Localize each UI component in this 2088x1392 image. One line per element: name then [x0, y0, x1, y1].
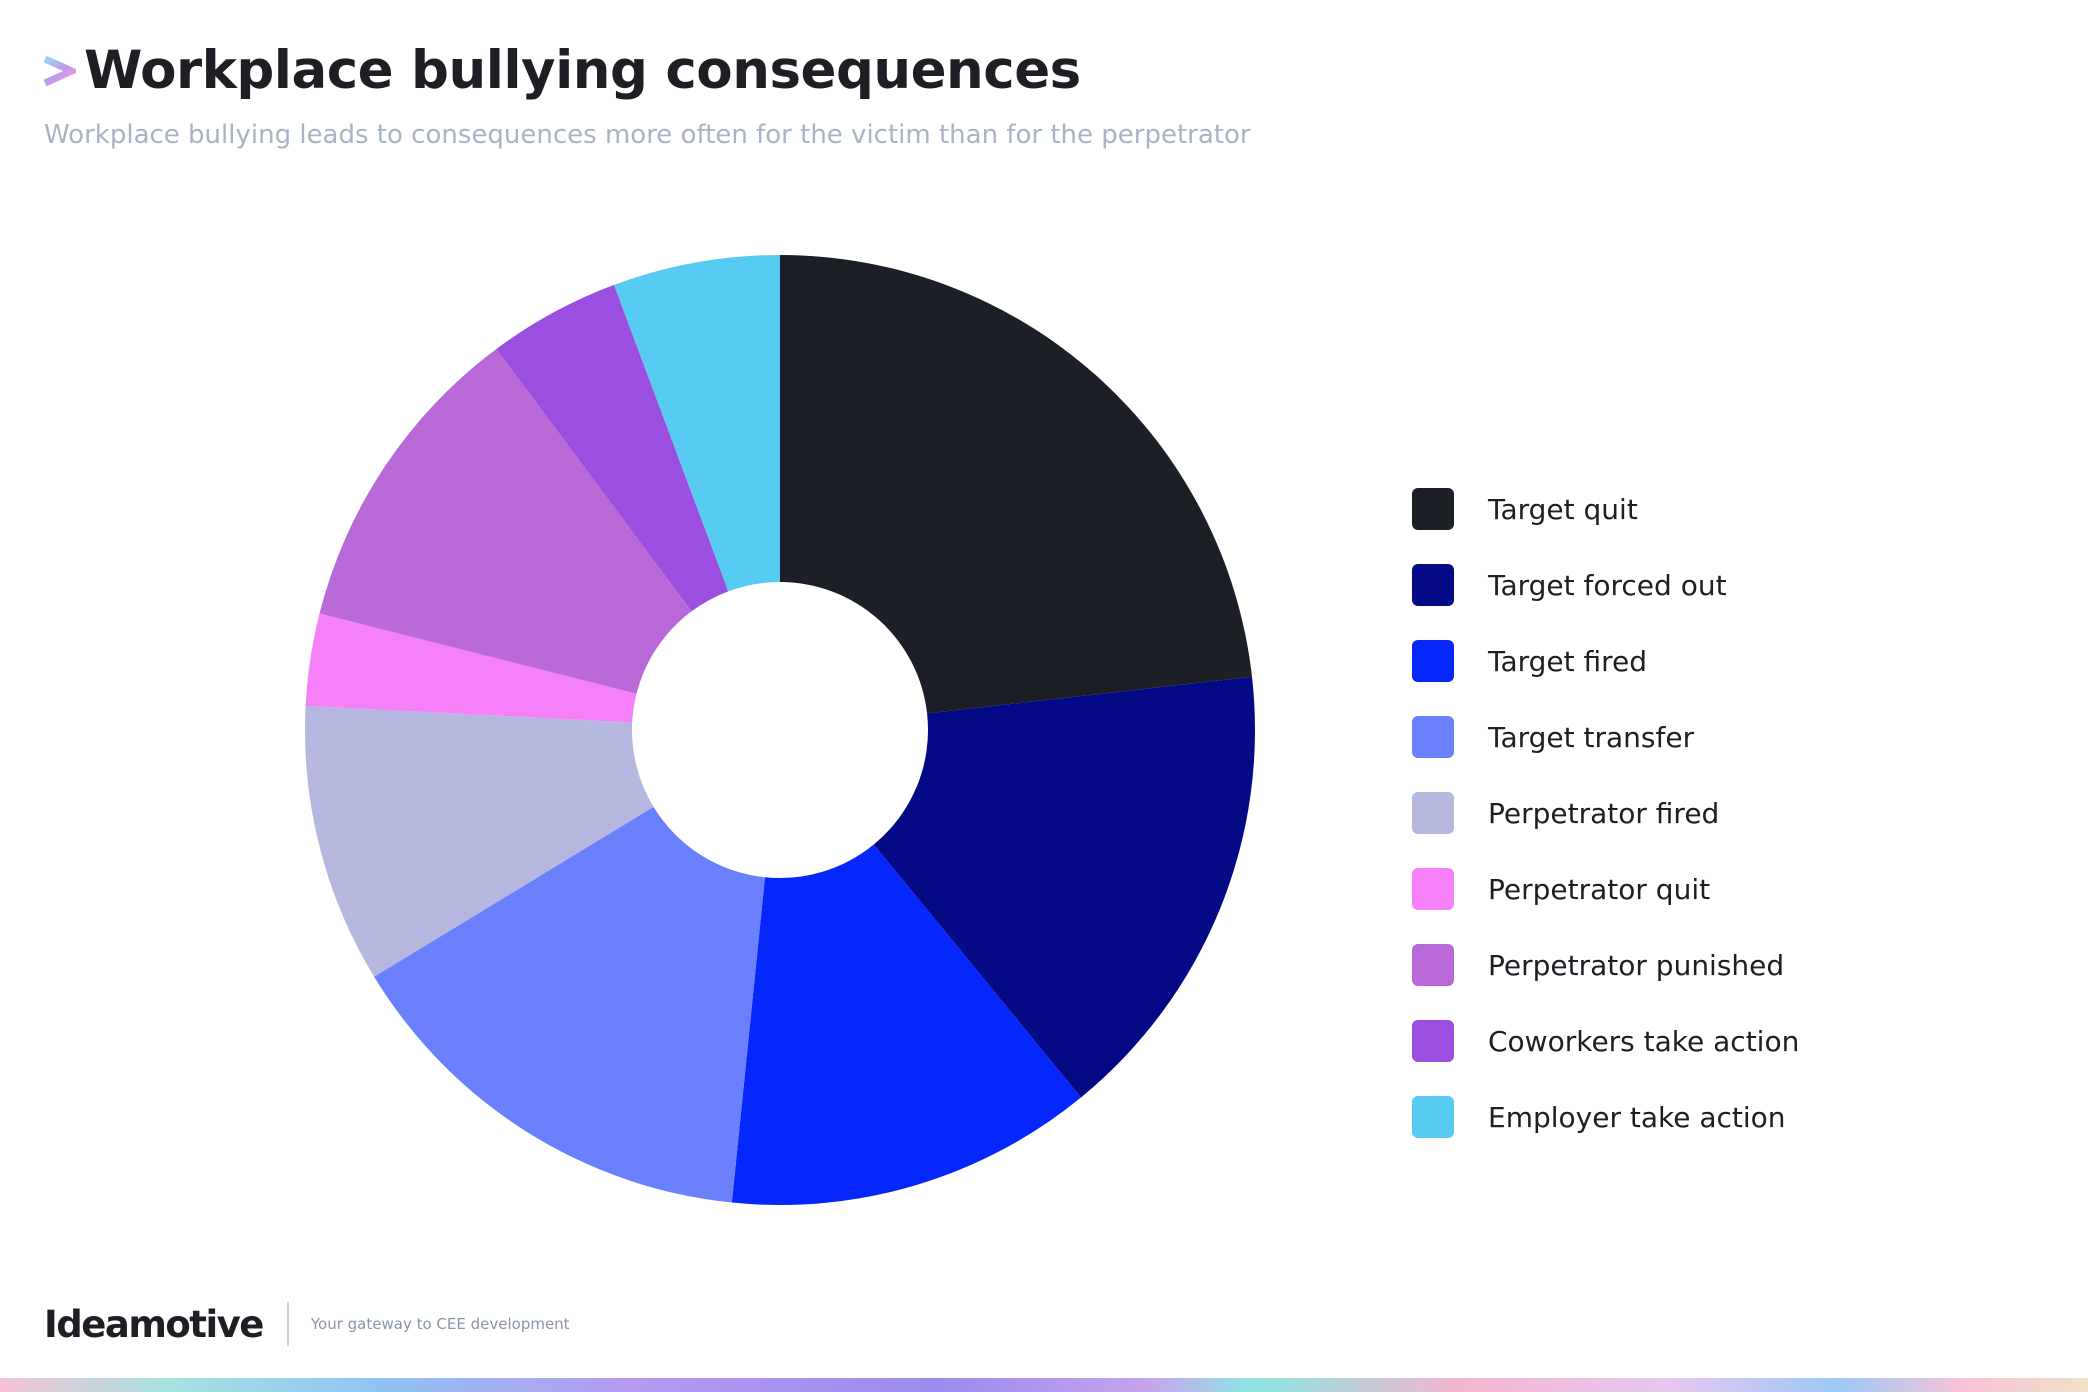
legend-item-employer-take-action[interactable]: Employer take action: [1412, 1096, 1799, 1138]
slice-perpetrator-fired[interactable]: [305, 705, 654, 977]
chart-header: Workplace bullying consequences Workplac…: [42, 36, 1251, 150]
slice-perpetrator-punished[interactable]: [319, 349, 692, 694]
slice-target-fired[interactable]: [731, 844, 1081, 1205]
legend-label: Coworkers take action: [1488, 1024, 1800, 1058]
legend-item-perpetrator-quit[interactable]: Perpetrator quit: [1412, 868, 1799, 910]
legend-item-target-transfer[interactable]: Target transfer: [1412, 716, 1799, 758]
legend-item-coworkers-take-action[interactable]: Coworkers take action: [1412, 1020, 1799, 1062]
legend-label: Perpetrator quit: [1488, 872, 1711, 906]
legend-label: Target transfer: [1488, 720, 1695, 754]
brand-tagline: Your gateway to CEE development: [310, 1315, 570, 1333]
legend-label: Employer take action: [1488, 1100, 1786, 1134]
legend-item-target-quit[interactable]: Target quit: [1412, 488, 1799, 530]
legend-swatch: [1412, 1020, 1454, 1062]
legend-swatch: [1412, 944, 1454, 986]
legend-item-target-forced-out[interactable]: Target forced out: [1412, 564, 1799, 606]
legend-label: Target fired: [1488, 644, 1648, 678]
legend-swatch: [1412, 1096, 1454, 1138]
legend-label: Perpetrator fired: [1488, 796, 1720, 830]
legend-swatch: [1412, 640, 1454, 682]
legend-item-perpetrator-punished[interactable]: Perpetrator punished: [1412, 944, 1799, 986]
slice-target-forced-out[interactable]: [873, 676, 1255, 1098]
page-title: Workplace bullying consequences: [84, 40, 1081, 101]
legend-swatch: [1412, 868, 1454, 910]
legend-swatch: [1412, 564, 1454, 606]
legend-swatch: [1412, 716, 1454, 758]
legend-label: Target forced out: [1488, 568, 1727, 602]
legend-label: Target quit: [1488, 492, 1638, 526]
chart-legend: Target quit Target forced out Target fired…: [1412, 488, 1799, 1172]
donut-chart: [305, 255, 1255, 1205]
slice-target-transfer[interactable]: [374, 806, 765, 1203]
legend-label: Perpetrator punished: [1488, 948, 1785, 982]
slice-perpetrator-quit[interactable]: [305, 613, 637, 723]
legend-swatch: [1412, 488, 1454, 530]
brand-logo: Ideamotive: [44, 1302, 264, 1346]
title-row: Workplace bullying consequences: [42, 36, 1251, 106]
slice-coworkers-take-action[interactable]: [496, 284, 729, 612]
slice-target-quit[interactable]: [780, 255, 1253, 714]
legend-item-perpetrator-fired[interactable]: Perpetrator fired: [1412, 792, 1799, 834]
page-subtitle: Workplace bullying leads to consequences…: [44, 120, 1251, 150]
legend-item-target-fired[interactable]: Target fired: [1412, 640, 1799, 682]
rainbow-bar: [0, 1378, 2088, 1392]
footer-divider: [286, 1302, 289, 1346]
legend-swatch: [1412, 792, 1454, 834]
footer: Ideamotive Your gateway to CEE developme…: [44, 1302, 570, 1346]
slice-employer-take-action[interactable]: [614, 255, 780, 592]
chevron-logo-icon: [43, 55, 76, 87]
